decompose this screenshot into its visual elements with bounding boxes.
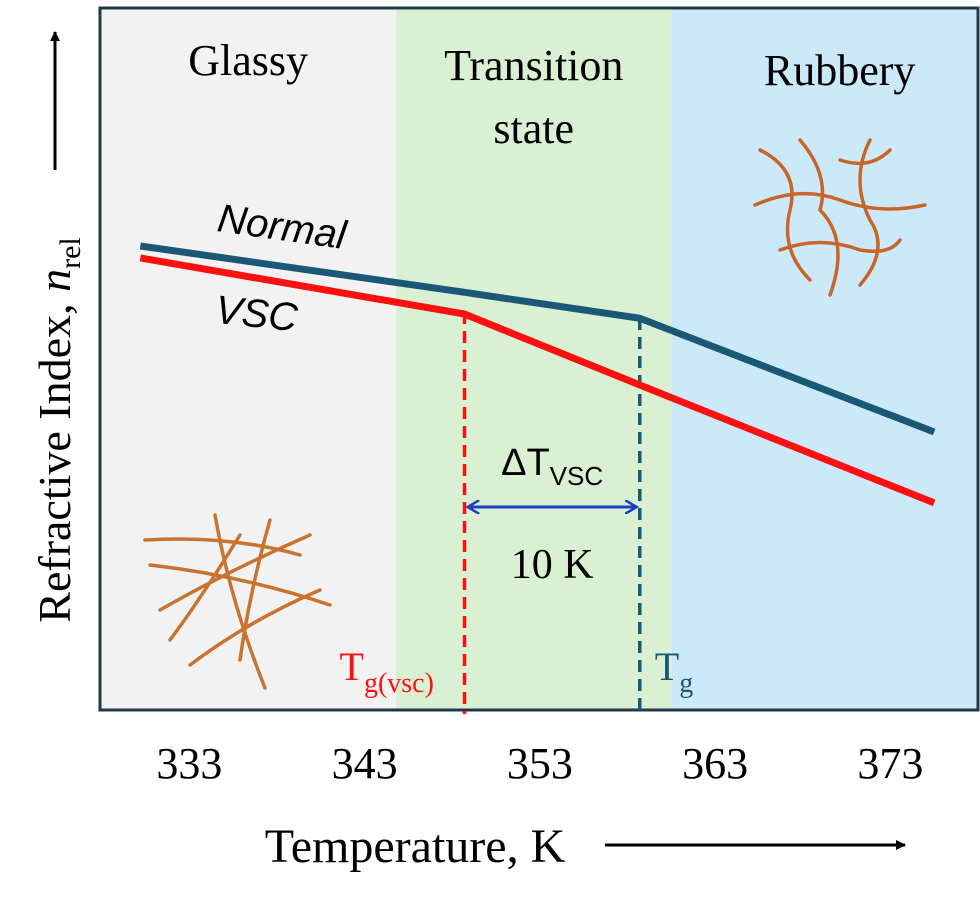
marker-label: Tg(vsc) bbox=[340, 644, 434, 699]
region-label: state bbox=[493, 104, 574, 153]
marker-subscript: g(vsc) bbox=[364, 668, 434, 699]
x-tick-label: 353 bbox=[507, 739, 573, 788]
region bbox=[396, 8, 672, 710]
regions bbox=[100, 8, 978, 710]
y-label-text: Refractive Index, bbox=[29, 292, 80, 623]
x-axis-label: Temperature, K bbox=[265, 820, 566, 873]
interval-value: 10 K bbox=[511, 542, 594, 588]
region-label: Glassy bbox=[188, 36, 308, 85]
region-label: Transition bbox=[444, 41, 623, 90]
interval-name: ΔT bbox=[501, 442, 550, 484]
marker-subscript: g bbox=[679, 668, 693, 699]
icons bbox=[143, 138, 927, 690]
glassy-network bbox=[143, 513, 332, 690]
marker-name: T bbox=[340, 644, 364, 689]
y-label-subscript: rel bbox=[54, 237, 87, 269]
series-line bbox=[139, 254, 936, 507]
marker-label: Tg bbox=[655, 644, 693, 699]
region-label: Rubbery bbox=[764, 46, 916, 95]
x-tick-label: 343 bbox=[332, 739, 398, 788]
plot-frame bbox=[98, 6, 980, 712]
series-line bbox=[139, 242, 936, 436]
interval-subscript: VSC bbox=[550, 461, 603, 491]
region bbox=[100, 8, 397, 710]
y-axis-label: Refractive Index, nrel bbox=[29, 237, 87, 622]
rubbery-network bbox=[753, 138, 927, 297]
region bbox=[671, 8, 978, 710]
interval-label: ΔTVSC bbox=[501, 442, 603, 491]
marker-name: T bbox=[655, 644, 679, 689]
y-label-symbol: n bbox=[29, 269, 80, 292]
x-tick-label: 333 bbox=[156, 739, 222, 788]
x-tick-label: 363 bbox=[682, 739, 748, 788]
series-label: VSC bbox=[213, 288, 301, 340]
x-tick-label: 373 bbox=[857, 739, 923, 788]
